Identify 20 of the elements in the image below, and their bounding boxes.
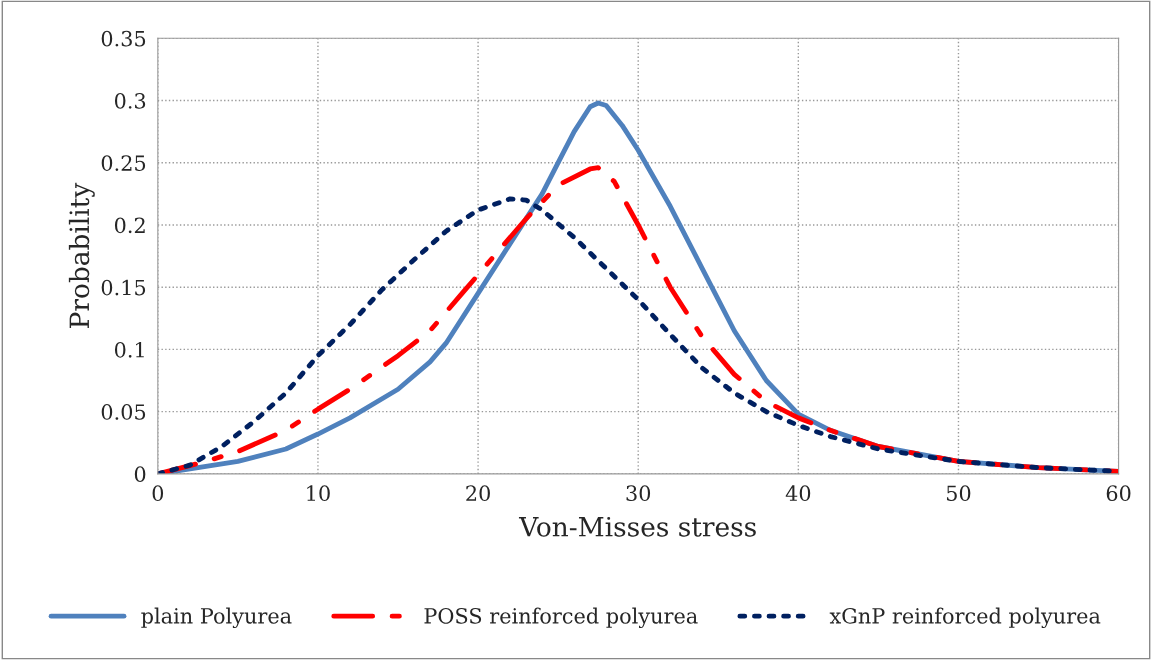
x-axis-title: Von-Misses stress — [518, 516, 756, 537]
y-tick-label: 0.3 — [114, 92, 146, 109]
y-tick-label: 0.15 — [101, 279, 146, 296]
legend-label: POSS reinforced polyurea — [424, 607, 698, 629]
y-axis-title: Probability — [68, 182, 95, 328]
y-tick-label: 0.25 — [101, 155, 146, 171]
legend-label: xGnP reinforced polyurea — [829, 607, 1101, 629]
y-tick-label: 0 — [134, 466, 146, 483]
y-tick-label: 0.1 — [114, 341, 144, 358]
y-tick-label: 0.2 — [114, 217, 145, 234]
x-tick-label: 10 — [307, 485, 330, 502]
y-tick-label: 0.35 — [101, 30, 146, 47]
x-tick-label: 30 — [626, 485, 651, 502]
x-tick-label: 40 — [785, 485, 811, 502]
legend-label: plain Polyurea — [141, 607, 292, 629]
y-tick-label: 0.05 — [101, 404, 146, 420]
x-tick-label: 0 — [152, 485, 164, 502]
x-tick-label: 50 — [946, 485, 971, 502]
x-tick-label: 60 — [1106, 485, 1131, 502]
x-tick-label: 20 — [466, 485, 490, 502]
